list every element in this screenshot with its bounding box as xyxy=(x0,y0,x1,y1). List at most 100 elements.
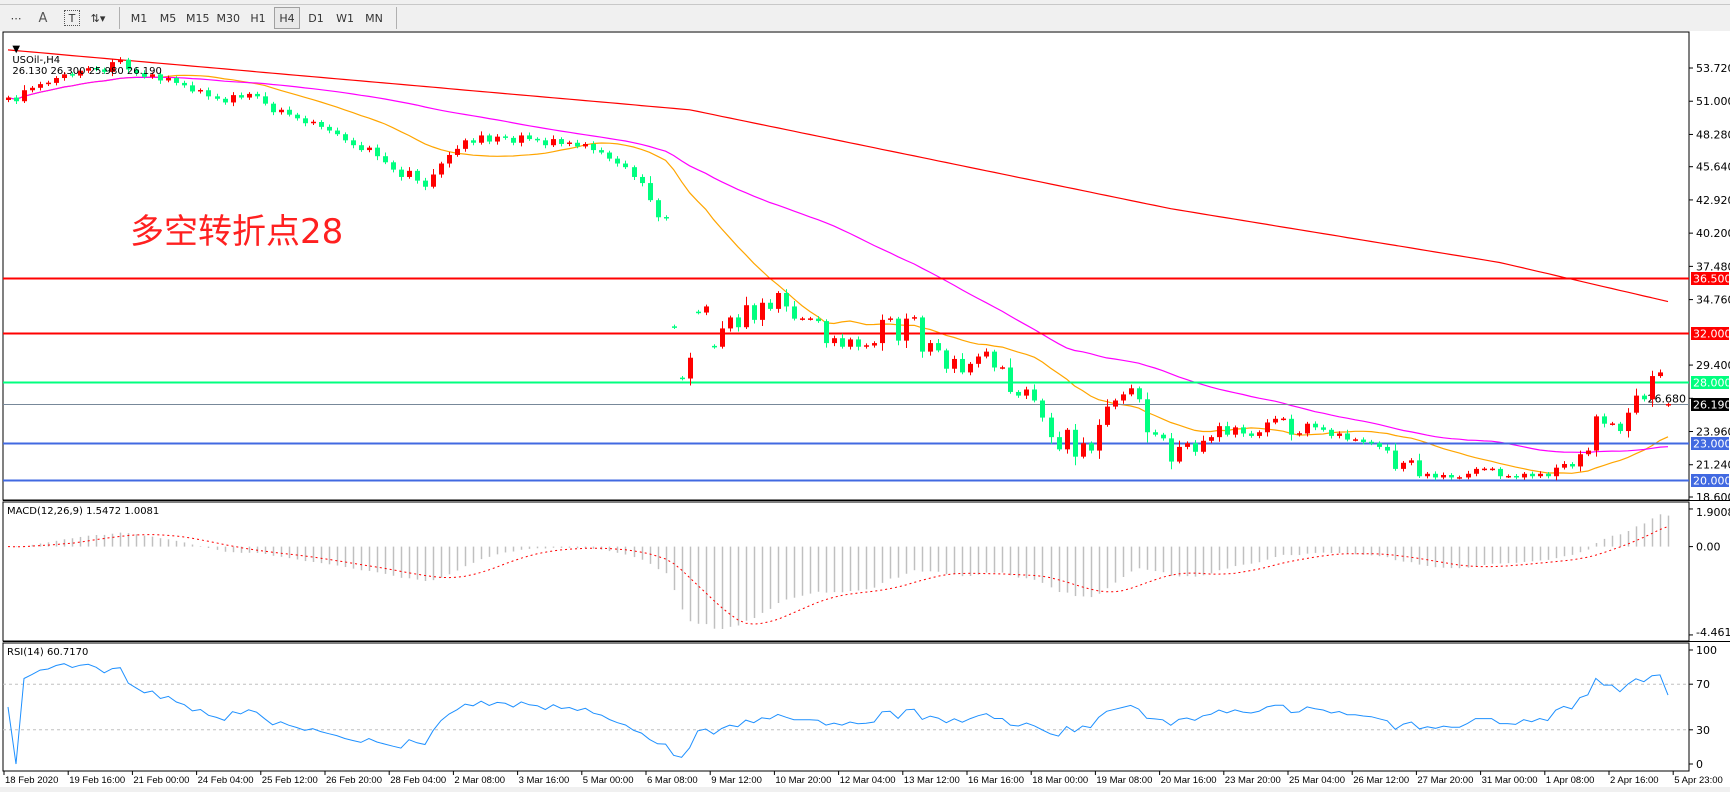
candle xyxy=(1008,358,1013,394)
candle xyxy=(511,136,516,146)
candle xyxy=(816,316,821,323)
arrows-tool-icon[interactable]: ⇅▾ xyxy=(90,11,106,25)
candle xyxy=(632,165,637,181)
candle-body xyxy=(423,180,428,187)
candle-body xyxy=(142,73,147,77)
candle xyxy=(407,167,412,179)
candle xyxy=(1425,471,1430,479)
rsi-axis-label: 100 xyxy=(1696,644,1717,657)
time-axis-label: 25 Mar 04:00 xyxy=(1289,775,1345,786)
timeframe-h1-button[interactable]: H1 xyxy=(250,11,266,25)
long-moving-average-line xyxy=(7,49,1669,303)
candle-body xyxy=(1225,426,1230,435)
candle xyxy=(303,115,308,127)
collapse-arrow-icon[interactable]: ▼ xyxy=(12,44,21,55)
candle xyxy=(335,127,340,137)
candle-body xyxy=(736,317,741,328)
candle-body xyxy=(1081,443,1086,457)
candle-body xyxy=(134,69,139,74)
candle xyxy=(158,71,163,84)
timeframe-h4-button[interactable]: H4 xyxy=(274,7,300,29)
candle-body xyxy=(1121,394,1126,401)
candle xyxy=(792,300,797,321)
time-axis-label: 24 Feb 04:00 xyxy=(198,775,254,786)
candle xyxy=(848,337,853,350)
candle xyxy=(543,137,548,149)
candle xyxy=(1217,422,1222,442)
candle xyxy=(1345,429,1350,442)
time-axis-label: 9 Mar 12:00 xyxy=(711,775,762,786)
candle xyxy=(134,67,139,76)
annotation-text[interactable]: 多空转折点28 xyxy=(130,212,344,252)
candle xyxy=(86,66,91,74)
candle xyxy=(295,112,300,121)
candle xyxy=(46,80,51,86)
price-tick-label: 18.600 xyxy=(1696,491,1730,504)
candle-body xyxy=(1161,434,1166,439)
candle xyxy=(1177,440,1182,464)
candle xyxy=(1321,424,1326,432)
candle xyxy=(1169,433,1174,470)
candle-body xyxy=(607,152,612,159)
candle-body xyxy=(1024,389,1029,396)
candle-body xyxy=(1401,462,1406,469)
candle xyxy=(768,299,773,311)
timeframe-m15-button[interactable]: M15 xyxy=(186,11,210,25)
candle-body xyxy=(1217,426,1222,438)
candle xyxy=(182,80,187,88)
candle xyxy=(54,76,59,86)
text-tool-icon[interactable]: A xyxy=(38,10,48,26)
candle xyxy=(808,316,813,321)
time-axis-label: 1 Apr 08:00 xyxy=(1546,775,1595,786)
timeframe-m5-button[interactable]: M5 xyxy=(159,11,177,25)
candle xyxy=(495,134,500,145)
candle-body xyxy=(1562,464,1567,468)
candle xyxy=(487,133,492,145)
candle xyxy=(1369,439,1374,446)
candle-body xyxy=(872,343,877,346)
candle-body xyxy=(327,126,332,131)
candle-body xyxy=(455,148,460,155)
rsi-axis-label: 0 xyxy=(1696,758,1703,771)
candle-body xyxy=(150,74,155,77)
upper-toolbar-strip xyxy=(0,0,1730,5)
time-axis-label: 13 Mar 12:00 xyxy=(904,775,960,786)
time-axis-label: 31 Mar 00:00 xyxy=(1482,775,1538,786)
candle-body xyxy=(1265,422,1270,433)
candle-body xyxy=(1409,460,1414,463)
time-axis-label: 10 Mar 20:00 xyxy=(775,775,831,786)
time-axis-label: 12 Mar 04:00 xyxy=(840,775,896,786)
price-tick-label: 40.200 xyxy=(1696,227,1730,240)
grid-period-separator-icon[interactable]: ⋯ xyxy=(10,11,22,25)
candle-body xyxy=(463,140,468,149)
candle xyxy=(1522,471,1527,480)
timeframe-w1-button[interactable]: W1 xyxy=(336,11,354,25)
timeframe-m1-button[interactable]: M1 xyxy=(130,11,148,25)
candle xyxy=(311,119,316,126)
candle xyxy=(640,174,645,187)
candle-body xyxy=(223,98,228,103)
timeframe-mn-button[interactable]: MN xyxy=(365,11,383,25)
candle xyxy=(1329,427,1334,439)
candle-body xyxy=(495,136,500,142)
candle xyxy=(696,309,701,315)
candle xyxy=(1594,414,1599,457)
candle-body xyxy=(1578,454,1583,467)
candle-body xyxy=(1257,432,1262,436)
candle-body xyxy=(848,339,853,347)
timeframe-m30-button[interactable]: M30 xyxy=(216,11,241,25)
candle-body xyxy=(287,109,292,115)
candle xyxy=(920,315,925,358)
candle-body xyxy=(1049,417,1054,438)
candle xyxy=(583,142,588,149)
time-axis-label: 18 Feb 2020 xyxy=(5,775,58,786)
timeframe-d1-button[interactable]: D1 xyxy=(308,11,324,25)
candle xyxy=(14,95,19,104)
candle xyxy=(1474,467,1479,477)
candle xyxy=(744,296,749,330)
candle xyxy=(263,92,268,106)
text-label-tool-icon[interactable]: T xyxy=(64,10,80,26)
candle xyxy=(359,141,364,152)
candle xyxy=(1554,464,1559,481)
